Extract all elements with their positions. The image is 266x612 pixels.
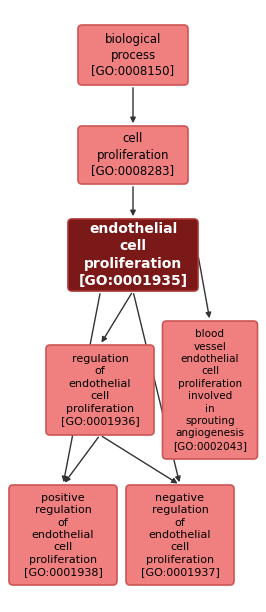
FancyBboxPatch shape [78, 25, 188, 85]
Text: biological
process
[GO:0008150]: biological process [GO:0008150] [92, 32, 174, 78]
Text: negative
regulation
of
endothelial
cell
proliferation
[GO:0001937]: negative regulation of endothelial cell … [140, 493, 219, 577]
Text: blood
vessel
endothelial
cell
proliferation
involved
in
sprouting
angiogenesis
[: blood vessel endothelial cell proliferat… [173, 329, 247, 451]
FancyBboxPatch shape [78, 126, 188, 184]
FancyBboxPatch shape [68, 219, 198, 291]
Text: cell
proliferation
[GO:0008283]: cell proliferation [GO:0008283] [92, 133, 174, 177]
FancyBboxPatch shape [163, 321, 257, 459]
Text: positive
regulation
of
endothelial
cell
proliferation
[GO:0001938]: positive regulation of endothelial cell … [24, 493, 102, 577]
FancyBboxPatch shape [126, 485, 234, 585]
FancyBboxPatch shape [46, 345, 154, 435]
FancyBboxPatch shape [9, 485, 117, 585]
Text: endothelial
cell
proliferation
[GO:0001935]: endothelial cell proliferation [GO:00019… [78, 222, 188, 288]
Text: regulation
of
endothelial
cell
proliferation
[GO:0001936]: regulation of endothelial cell prolifera… [61, 354, 139, 426]
